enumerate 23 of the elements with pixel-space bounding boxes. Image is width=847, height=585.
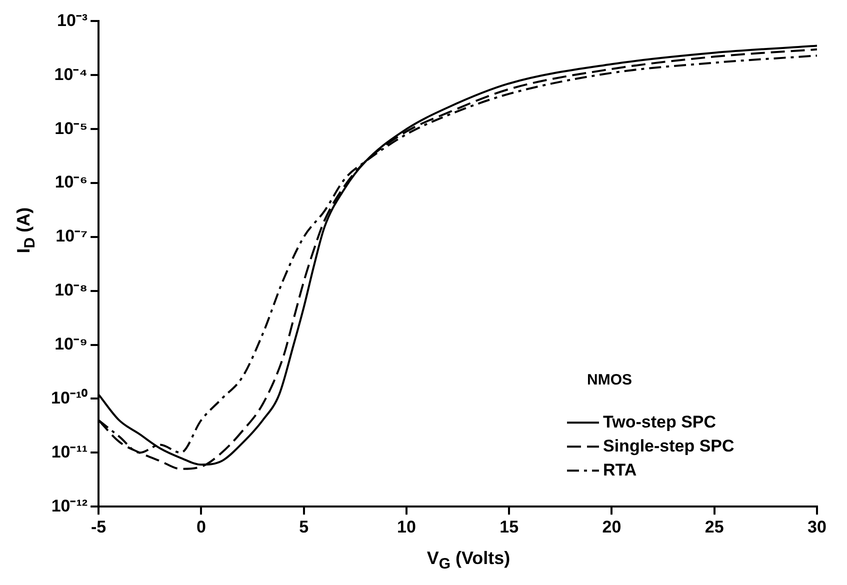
y-tick-label: 10⁻⁸ — [54, 280, 88, 300]
y-tick-label: 10⁻⁷ — [56, 226, 88, 246]
y-tick-label: 10⁻⁵ — [54, 118, 88, 138]
legend-title: NMOS — [587, 372, 632, 389]
x-tick-label: 30 — [808, 517, 826, 536]
x-tick-label: 20 — [602, 517, 622, 536]
legend-label: Single-step SPC — [603, 436, 734, 456]
x-tick-label: 25 — [704, 517, 724, 536]
y-tick-label: 10⁻¹¹ — [51, 442, 88, 462]
x-tick-label: -5 — [91, 517, 106, 536]
y-tick-label: 10⁻⁴ — [54, 64, 88, 84]
x-tick-label: 10 — [397, 517, 416, 536]
y-tick-label: 10⁻⁹ — [54, 334, 88, 354]
legend-label: Two-step SPC — [603, 412, 716, 432]
y-tick-label: 10⁻¹² — [51, 496, 88, 516]
y-tick-label: 10⁻³ — [56, 10, 88, 30]
x-axis-title: V$_{G}$ (Volts) — [426, 548, 512, 573]
y-tick-label: 10⁻⁶ — [54, 172, 88, 192]
x-tick-label: 15 — [500, 517, 519, 536]
x-tick-label: 5 — [299, 517, 309, 536]
x-tick-label: 0 — [196, 517, 206, 536]
legend-label: RTA — [603, 460, 637, 480]
y-tick-label: 10⁻¹⁰ — [50, 388, 88, 408]
